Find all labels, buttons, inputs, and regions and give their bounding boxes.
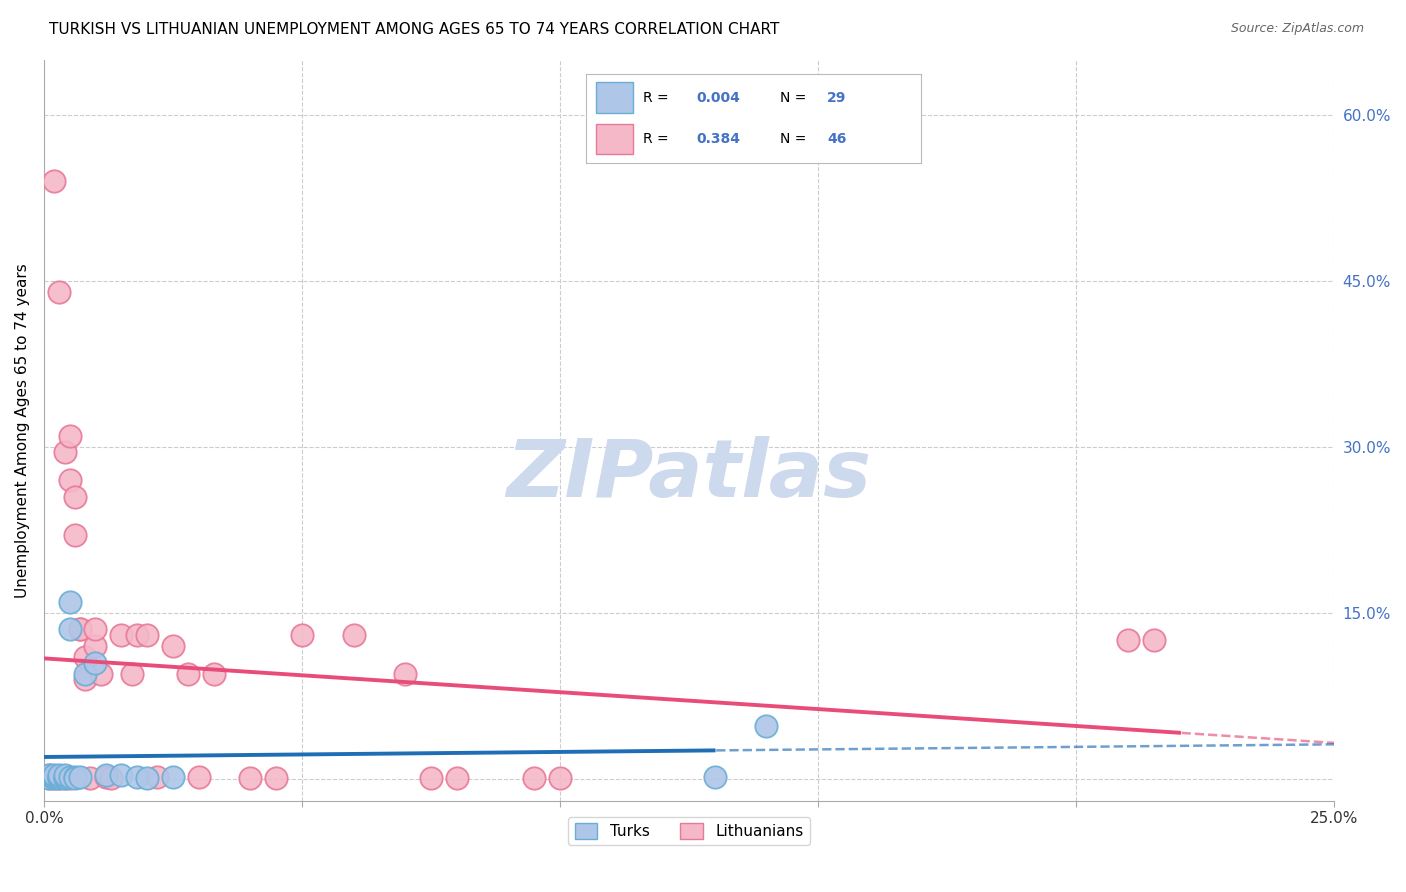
Point [394, 666, 416, 681]
Point [264, 771, 287, 785]
Point [59, 595, 82, 609]
Point [48, 770, 70, 784]
Legend: Turks, Lithuanians: Turks, Lithuanians [568, 817, 810, 845]
Point [63, 771, 86, 785]
Point [110, 628, 132, 642]
Point [100, 771, 122, 785]
Point [177, 666, 200, 681]
Point [53, 768, 76, 782]
Point [44, 771, 66, 785]
Point [79, 771, 101, 785]
Point [75, 672, 97, 686]
Point [48, 768, 70, 782]
Point [146, 770, 169, 784]
Text: ZIPatlas: ZIPatlas [506, 435, 872, 514]
Point [90, 666, 112, 681]
Point [44, 174, 66, 188]
Point [53, 445, 76, 459]
Point [38, 770, 60, 784]
Point [187, 770, 209, 784]
Point [94, 770, 117, 784]
Point [1116, 633, 1139, 648]
Point [38, 768, 60, 782]
Point [420, 771, 443, 785]
Point [136, 771, 159, 785]
Point [291, 628, 314, 642]
Point [84, 656, 107, 670]
Point [162, 770, 184, 784]
Point [44, 770, 66, 784]
Point [136, 628, 159, 642]
Point [94, 768, 117, 782]
Point [44, 770, 66, 784]
Point [703, 770, 725, 784]
Point [548, 771, 571, 785]
Point [38, 770, 60, 784]
Point [53, 771, 76, 785]
Point [48, 285, 70, 299]
Point [125, 628, 148, 642]
Point [446, 771, 468, 785]
Point [38, 768, 60, 782]
Point [48, 771, 70, 785]
Point [59, 429, 82, 443]
Point [75, 666, 97, 681]
Point [59, 473, 82, 487]
Point [69, 770, 91, 784]
Point [44, 771, 66, 785]
Point [44, 770, 66, 784]
Y-axis label: Unemployment Among Ages 65 to 74 years: Unemployment Among Ages 65 to 74 years [15, 263, 30, 598]
Point [59, 771, 82, 785]
Point [38, 771, 60, 785]
Point [48, 770, 70, 784]
Point [53, 771, 76, 785]
Point [239, 771, 262, 785]
Point [84, 623, 107, 637]
Point [75, 650, 97, 665]
Point [59, 623, 82, 637]
Point [110, 768, 132, 782]
Point [63, 528, 86, 542]
Point [48, 770, 70, 784]
Point [69, 623, 91, 637]
Point [1142, 633, 1164, 648]
Point [523, 771, 546, 785]
Point [125, 770, 148, 784]
Point [162, 639, 184, 653]
Point [53, 770, 76, 784]
Point [121, 666, 143, 681]
Point [342, 628, 364, 642]
Point [44, 768, 66, 782]
Point [38, 771, 60, 785]
Point [202, 666, 225, 681]
Point [59, 770, 82, 784]
Point [69, 623, 91, 637]
Text: Source: ZipAtlas.com: Source: ZipAtlas.com [1230, 22, 1364, 36]
Point [63, 770, 86, 784]
Point [63, 490, 86, 504]
Text: TURKISH VS LITHUANIAN UNEMPLOYMENT AMONG AGES 65 TO 74 YEARS CORRELATION CHART: TURKISH VS LITHUANIAN UNEMPLOYMENT AMONG… [49, 22, 779, 37]
Point [48, 771, 70, 785]
Point [755, 719, 778, 733]
Point [84, 639, 107, 653]
